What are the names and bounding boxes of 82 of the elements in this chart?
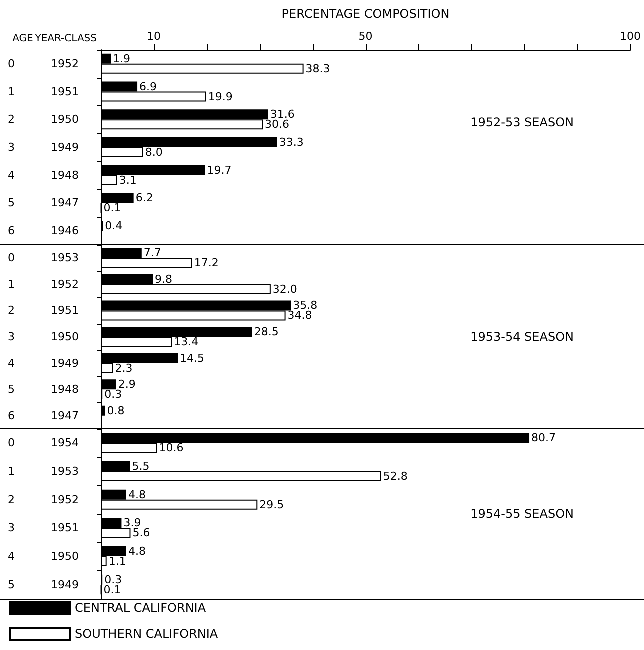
data-label: 19.7	[207, 164, 232, 177]
y-tick-label: 1951	[51, 522, 79, 535]
data-label: 4.8	[128, 545, 146, 558]
annotation: 1953-54 SEASON	[470, 330, 574, 344]
y2-axis-title: AGE	[12, 34, 34, 44]
data-label: 1.9	[113, 52, 131, 66]
y2-tick-label: 3	[8, 330, 15, 344]
legend-label: SOUTHERN CALIFORNIA	[75, 627, 219, 641]
data-label: 28.5	[254, 326, 279, 338]
y-tick-label: 1954	[51, 436, 79, 450]
y2-tick-label: 5	[8, 383, 15, 396]
y-tick-label: 1951	[51, 85, 79, 98]
data-label: 7.7	[144, 246, 162, 260]
y-tick-label: 1950	[51, 330, 79, 344]
data-label: 0.4	[105, 220, 123, 233]
y-axis-title: YEAR-CLASS	[34, 34, 97, 44]
data-label: 30.6	[265, 118, 290, 132]
y2-tick-label: 2	[8, 113, 15, 126]
data-label: 17.2	[194, 256, 219, 270]
y-tick-label: 1949	[51, 356, 79, 370]
data-label: 9.8	[155, 272, 173, 286]
data-label: 2.3	[115, 362, 133, 375]
y-tick-label: 1948	[51, 383, 79, 396]
legend-label: CENTRAL CALIFORNIA	[75, 601, 207, 615]
data-label: 19.9	[208, 90, 233, 104]
y2-tick-label: 3	[8, 141, 15, 154]
y-tick-label: 1952	[51, 57, 79, 70]
y-tick-label: 1953	[51, 252, 79, 265]
y2-tick-label: 4	[8, 550, 15, 563]
data-label: 5.5	[132, 460, 150, 473]
y-tick-label: 1951	[51, 304, 79, 318]
data-label: 8.0	[145, 146, 163, 159]
x-tick-label: 100	[620, 30, 641, 43]
data-label: 10.6	[159, 442, 184, 455]
y-tick-label: 1946	[51, 224, 79, 238]
data-label: 6.2	[136, 192, 154, 205]
y-tick-label: 1950	[51, 113, 79, 126]
y-tick-label: 1950	[51, 550, 79, 563]
y2-tick-label: 2	[8, 493, 15, 506]
y2-tick-label: 1	[8, 85, 15, 98]
y2-tick-label: 4	[8, 168, 15, 182]
data-label: 0.3	[104, 388, 122, 402]
x-tick-label: 10	[146, 30, 161, 43]
annotation: 1954-55 SEASON	[470, 507, 574, 521]
data-label: 13.4	[174, 336, 199, 348]
y-tick-label: 1947	[51, 409, 79, 422]
data-label: 34.8	[288, 309, 312, 322]
y-tick-label: 1948	[51, 168, 79, 182]
y-tick-label: 1952	[51, 278, 79, 291]
y2-tick-label: 5	[8, 578, 15, 592]
data-label: 6.9	[140, 80, 158, 94]
y-tick-label: 1949	[51, 141, 79, 154]
y2-tick-label: 4	[8, 356, 15, 370]
x-axis-title: PERCENTAGE COMPOSITION	[282, 7, 450, 21]
y-tick-label: 1952	[51, 493, 79, 506]
y2-tick-label: 2	[8, 304, 15, 318]
data-label: 52.8	[383, 470, 408, 483]
data-label: 80.7	[532, 432, 556, 445]
y-tick-label: 1949	[51, 578, 79, 592]
y2-tick-label: 3	[8, 522, 15, 535]
data-label: 32.0	[272, 282, 298, 296]
y-tick-label: 1947	[51, 196, 79, 210]
data-label: 14.5	[180, 352, 204, 365]
data-label: 0.1	[104, 202, 122, 215]
data-label: 0.8	[107, 404, 125, 418]
x-tick-label: 50	[358, 30, 373, 43]
y2-tick-label: 5	[8, 196, 15, 210]
y2-tick-label: 1	[8, 465, 15, 478]
data-label: 33.3	[279, 136, 304, 149]
data-label: 3.1	[119, 174, 137, 187]
data-label: 29.5	[260, 498, 284, 512]
data-label: 1.1	[108, 555, 126, 568]
y2-tick-label: 6	[8, 224, 15, 238]
data-label: 4.8	[128, 488, 146, 502]
y2-tick-label: 0	[8, 57, 15, 70]
y2-tick-label: 0	[8, 436, 15, 450]
data-label: 38.3	[306, 62, 330, 76]
y-tick-label: 1953	[51, 465, 79, 478]
y2-tick-label: 0	[8, 252, 15, 265]
y2-tick-label: 6	[8, 409, 15, 422]
y2-tick-label: 1	[8, 278, 15, 291]
annotation: 1952-53 SEASON	[470, 116, 574, 130]
